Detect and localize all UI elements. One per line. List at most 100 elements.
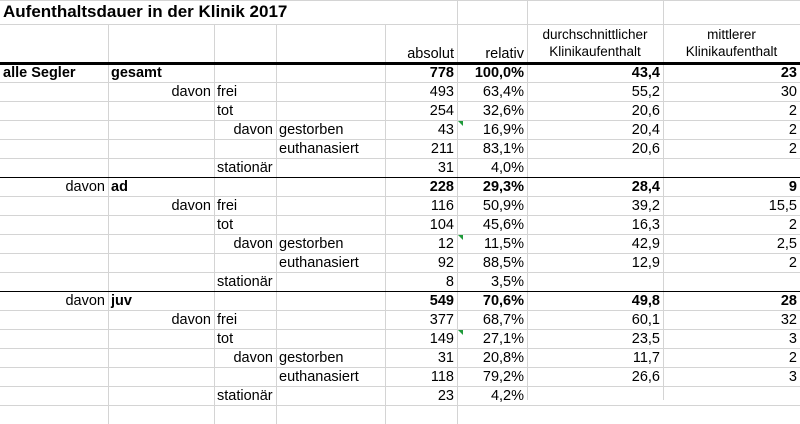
header-relativ[interactable]: relativ [485,46,524,62]
value-median-stay[interactable]: 30 [780,84,797,100]
value-absolut[interactable]: 43 [437,122,454,138]
value-relativ[interactable]: 29,3% [482,179,524,195]
row-label-1[interactable]: davon [171,198,211,214]
value-avg-stay[interactable]: 42,9 [631,236,660,252]
value-relativ[interactable]: 27,1% [482,331,524,347]
row-label-1[interactable]: gesamt [111,65,162,81]
row-label-2[interactable]: frei [217,312,238,328]
value-absolut[interactable]: 149 [429,331,454,347]
value-absolut[interactable]: 211 [430,141,454,157]
value-absolut[interactable]: 8 [445,274,454,290]
value-relativ[interactable]: 83,1% [482,141,524,157]
header-med-line1[interactable]: mittlerer [707,27,756,42]
value-median-stay[interactable]: 15,5 [768,198,797,214]
value-relativ[interactable]: 4,2% [490,388,524,404]
row-label-3[interactable]: gestorben [279,236,344,252]
value-avg-stay[interactable]: 20,6 [631,103,660,119]
row-label-2[interactable]: davon [233,122,273,138]
value-absolut[interactable]: 23 [437,388,454,404]
row-label-2[interactable]: frei [217,198,238,214]
value-absolut[interactable]: 12 [437,236,454,252]
row-label-0[interactable]: davon [65,179,105,195]
row-label-1[interactable]: ad [111,179,128,195]
header-avg-line2[interactable]: Klinikaufenthalt [549,44,641,59]
value-avg-stay[interactable]: 20,6 [631,141,660,157]
value-relativ[interactable]: 63,4% [482,84,524,100]
value-median-stay[interactable]: 2 [788,350,797,366]
value-absolut[interactable]: 549 [429,293,454,309]
row-label-2[interactable]: davon [233,350,273,366]
row-label-0[interactable]: davon [65,293,105,309]
value-avg-stay[interactable]: 39,2 [631,198,660,214]
value-avg-stay[interactable]: 12,9 [631,255,660,271]
row-label-2[interactable]: stationär [217,274,273,290]
value-relativ[interactable]: 68,7% [482,312,524,328]
value-median-stay[interactable]: 2 [788,255,797,271]
value-median-stay[interactable]: 32 [780,312,797,328]
value-relativ[interactable]: 45,6% [482,217,524,233]
header-absolut[interactable]: absolut [407,46,454,62]
row-label-2[interactable]: tot [217,217,234,233]
value-avg-stay[interactable]: 26,6 [631,369,660,385]
value-median-stay[interactable]: 2 [788,141,797,157]
value-avg-stay[interactable]: 55,2 [631,84,660,100]
error-indicator-icon[interactable] [458,121,463,126]
value-median-stay[interactable]: 2 [788,103,797,119]
header-avg-line1[interactable]: durchschnittlicher [542,27,648,42]
header-med-line2[interactable]: Klinikaufenthalt [685,44,778,59]
value-relativ[interactable]: 88,5% [482,255,524,271]
value-relativ[interactable]: 50,9% [482,198,524,214]
row-label-3[interactable]: euthanasiert [279,141,359,157]
row-label-1[interactable]: juv [111,293,132,309]
row-label-2[interactable]: davon [233,236,273,252]
row-label-3[interactable]: gestorben [279,122,344,138]
error-indicator-icon[interactable] [458,330,463,335]
value-relativ[interactable]: 4,0% [490,160,524,176]
row-label-2[interactable]: stationär [217,388,273,404]
error-indicator-icon[interactable] [458,235,463,240]
value-absolut[interactable]: 377 [429,312,454,328]
row-label-1[interactable]: davon [171,84,211,100]
value-avg-stay[interactable]: 11,7 [632,350,660,366]
value-median-stay[interactable]: 2,5 [776,236,797,252]
value-avg-stay[interactable]: 20,4 [631,122,660,138]
value-absolut[interactable]: 31 [437,350,454,366]
value-median-stay[interactable]: 9 [788,179,797,195]
value-relativ[interactable]: 20,8% [482,350,524,366]
row-label-3[interactable]: euthanasiert [279,255,359,271]
value-median-stay[interactable]: 3 [788,331,797,347]
value-absolut[interactable]: 254 [429,103,454,119]
value-avg-stay[interactable]: 16,3 [631,217,660,233]
value-absolut[interactable]: 104 [429,217,454,233]
value-absolut[interactable]: 228 [429,179,454,195]
row-label-3[interactable]: gestorben [279,350,344,366]
value-avg-stay[interactable]: 23,5 [631,331,660,347]
value-median-stay[interactable]: 2 [788,217,797,233]
value-median-stay[interactable]: 3 [788,369,797,385]
value-avg-stay[interactable]: 43,4 [631,65,660,81]
value-median-stay[interactable]: 28 [780,293,797,309]
value-relativ[interactable]: 70,6% [482,293,524,309]
row-label-2[interactable]: tot [217,331,234,347]
value-relativ[interactable]: 11,5% [483,236,524,252]
value-absolut[interactable]: 778 [429,65,454,81]
value-relativ[interactable]: 100,0% [474,65,524,81]
value-absolut[interactable]: 493 [429,84,454,100]
row-label-2[interactable]: stationär [217,160,273,176]
value-absolut[interactable]: 116 [430,198,454,214]
row-label-3[interactable]: euthanasiert [279,369,359,385]
value-avg-stay[interactable]: 28,4 [631,179,660,195]
value-absolut[interactable]: 118 [430,369,454,385]
value-avg-stay[interactable]: 49,8 [631,293,660,309]
value-relativ[interactable]: 32,6% [482,103,524,119]
value-absolut[interactable]: 92 [437,255,454,271]
row-label-0[interactable]: alle Segler [3,65,76,81]
row-label-2[interactable]: frei [217,84,238,100]
value-absolut[interactable]: 31 [437,160,454,176]
value-relativ[interactable]: 79,2% [482,369,524,385]
row-label-1[interactable]: davon [171,312,211,328]
value-avg-stay[interactable]: 60,1 [631,312,660,328]
value-relativ[interactable]: 3,5% [490,274,524,290]
value-relativ[interactable]: 16,9% [482,122,524,138]
row-label-2[interactable]: tot [217,103,234,119]
